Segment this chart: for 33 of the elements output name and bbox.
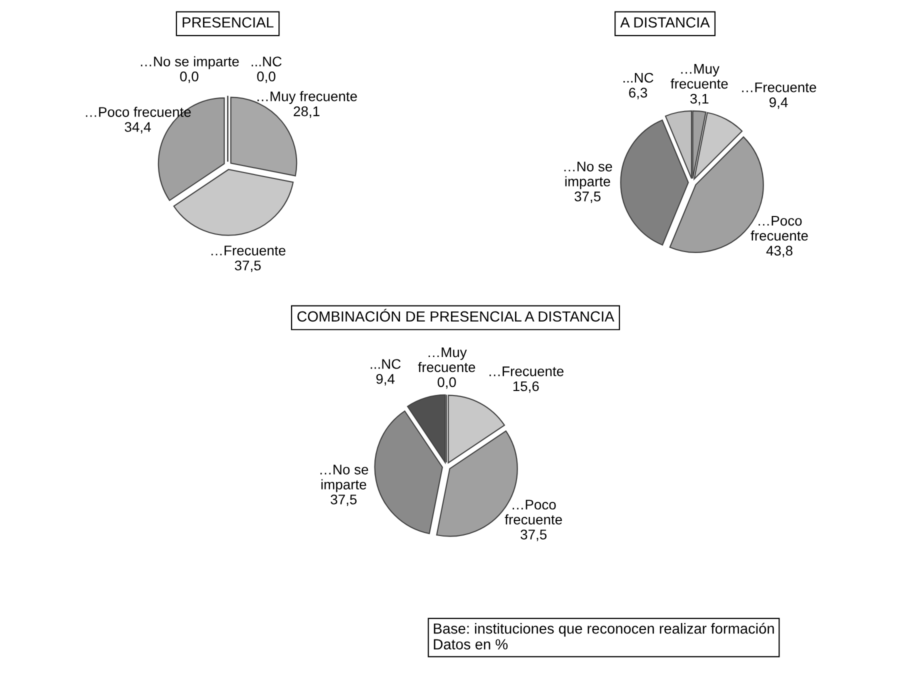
category-label: …No se imparte xyxy=(140,56,239,70)
slice-label: …Frecuente xyxy=(211,246,286,256)
slice-label: …Muy frecuente xyxy=(258,91,357,104)
data-label: 37,5 xyxy=(520,530,547,542)
text: 0,0 xyxy=(438,377,456,389)
slice-label: …No se imparte xyxy=(320,464,368,492)
slice-label: …Frecuente xyxy=(742,82,816,92)
category-label: …Muy frecuente xyxy=(418,347,476,372)
text: 0,0 xyxy=(180,72,198,84)
slice-label: ...NC xyxy=(623,72,654,83)
chart-title: COMBINACIÓN DE PRESENCIAL A DISTANCIA xyxy=(297,308,614,322)
data-label: 37,5 xyxy=(330,494,357,506)
data-label: 37,5 xyxy=(574,192,601,204)
data-label: 9,4 xyxy=(376,374,395,386)
chart-title: PRESENCIAL xyxy=(182,17,274,28)
data-label: 6,3 xyxy=(629,88,648,100)
slice-label: …No se imparte xyxy=(564,162,612,190)
category-label: ...NC xyxy=(252,56,282,66)
slice-label: …Poco frecuente xyxy=(504,500,562,524)
data-label: 9,4 xyxy=(770,97,788,109)
slice-label: …Muy frecuente xyxy=(670,64,728,89)
text: 0,0 xyxy=(257,72,276,84)
data-label: 43,8 xyxy=(766,246,792,258)
text: Base: instituciones que reconocen realizar formación Datos en % xyxy=(434,622,774,650)
slice-label: …Poco frecuente xyxy=(750,216,808,241)
data-label: 37,5 xyxy=(234,260,261,272)
chart-title: A DISTANCIA xyxy=(620,17,710,28)
slice-label: ...NC xyxy=(370,359,401,369)
data-label: 3,1 xyxy=(690,94,708,106)
slice-label: …Frecuente xyxy=(490,366,564,376)
data-label: 28,1 xyxy=(294,106,320,118)
data-label: 34,4 xyxy=(124,122,151,134)
data-label: 15,6 xyxy=(513,381,539,393)
